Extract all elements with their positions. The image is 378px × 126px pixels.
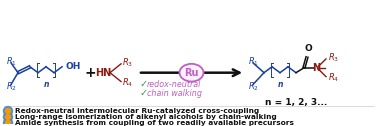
- Text: OH: OH: [65, 62, 81, 71]
- Text: n = 1, 2, 3...: n = 1, 2, 3...: [265, 98, 327, 107]
- Text: $R_3$: $R_3$: [328, 52, 339, 64]
- Text: $R_3$: $R_3$: [122, 57, 133, 69]
- Text: n: n: [43, 80, 49, 89]
- Circle shape: [3, 118, 12, 126]
- Text: HN: HN: [95, 68, 111, 78]
- Text: $R_4$: $R_4$: [122, 76, 133, 89]
- Text: $R_1$: $R_1$: [248, 56, 259, 68]
- Text: n: n: [277, 80, 283, 89]
- Text: ✓: ✓: [140, 88, 148, 98]
- Text: +: +: [84, 66, 96, 80]
- Text: N: N: [312, 63, 320, 73]
- Text: ✓: ✓: [140, 80, 148, 89]
- Text: $R_4$: $R_4$: [328, 71, 339, 84]
- Circle shape: [6, 109, 11, 113]
- Text: $R_2$: $R_2$: [248, 80, 259, 93]
- Text: Long-range isomerization of alkenyl alcohols by chain-walking: Long-range isomerization of alkenyl alco…: [15, 114, 277, 120]
- Ellipse shape: [180, 64, 203, 82]
- Text: $R_2$: $R_2$: [6, 80, 17, 93]
- Text: $R_1$: $R_1$: [6, 56, 17, 68]
- Text: O: O: [304, 44, 312, 53]
- Circle shape: [6, 114, 11, 119]
- Text: redox-neutral: redox-neutral: [147, 80, 201, 89]
- Circle shape: [3, 113, 12, 121]
- Text: Amide synthesis from coupling of two readily available precursors: Amide synthesis from coupling of two rea…: [15, 120, 294, 126]
- Text: Ru: Ru: [184, 68, 199, 78]
- Circle shape: [3, 107, 12, 115]
- Text: chain walking: chain walking: [147, 89, 202, 98]
- Text: Redox-neutral intermolecular Ru-catalyzed cross-coupling: Redox-neutral intermolecular Ru-catalyze…: [15, 108, 259, 114]
- Circle shape: [6, 120, 11, 125]
